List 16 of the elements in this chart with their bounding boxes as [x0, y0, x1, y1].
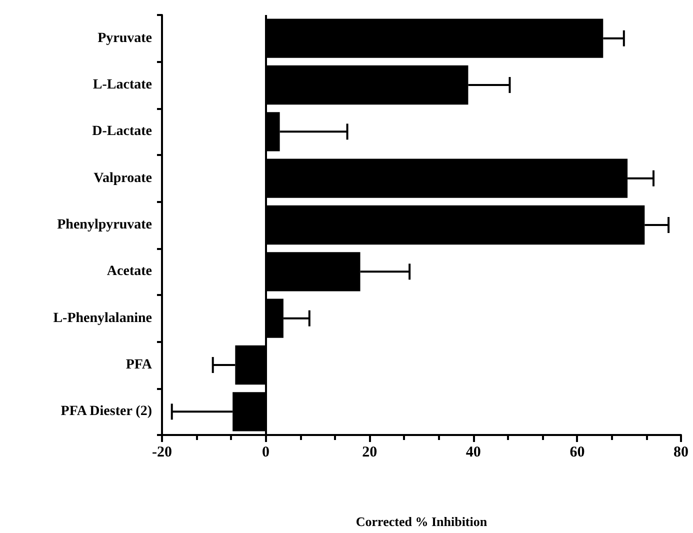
x-axis-title: Corrected % Inhibition	[356, 514, 488, 529]
y-tick-label: PFA Diester (2)	[60, 404, 152, 420]
y-tick-label: PFA	[126, 358, 153, 372]
x-tick-label: 80	[674, 444, 688, 460]
x-tick-label: -20	[152, 444, 172, 460]
y-tick-label: L-Phenylalanine	[53, 310, 152, 326]
x-tick-label: 60	[570, 444, 585, 460]
x-tick-label: 40	[466, 444, 481, 460]
y-tick-label: L-Lactate	[92, 78, 152, 92]
y-tick-label: D-Lactate	[92, 124, 152, 140]
x-tick-label: 0	[262, 444, 270, 460]
y-tick-label: Valproate	[94, 170, 152, 186]
y-tick-label: Phenylpyruvate	[57, 218, 152, 232]
y-tick-label: Pyruvate	[98, 30, 152, 46]
x-tick-label: 20	[362, 444, 378, 460]
y-tick-label: Acetate	[106, 264, 152, 280]
